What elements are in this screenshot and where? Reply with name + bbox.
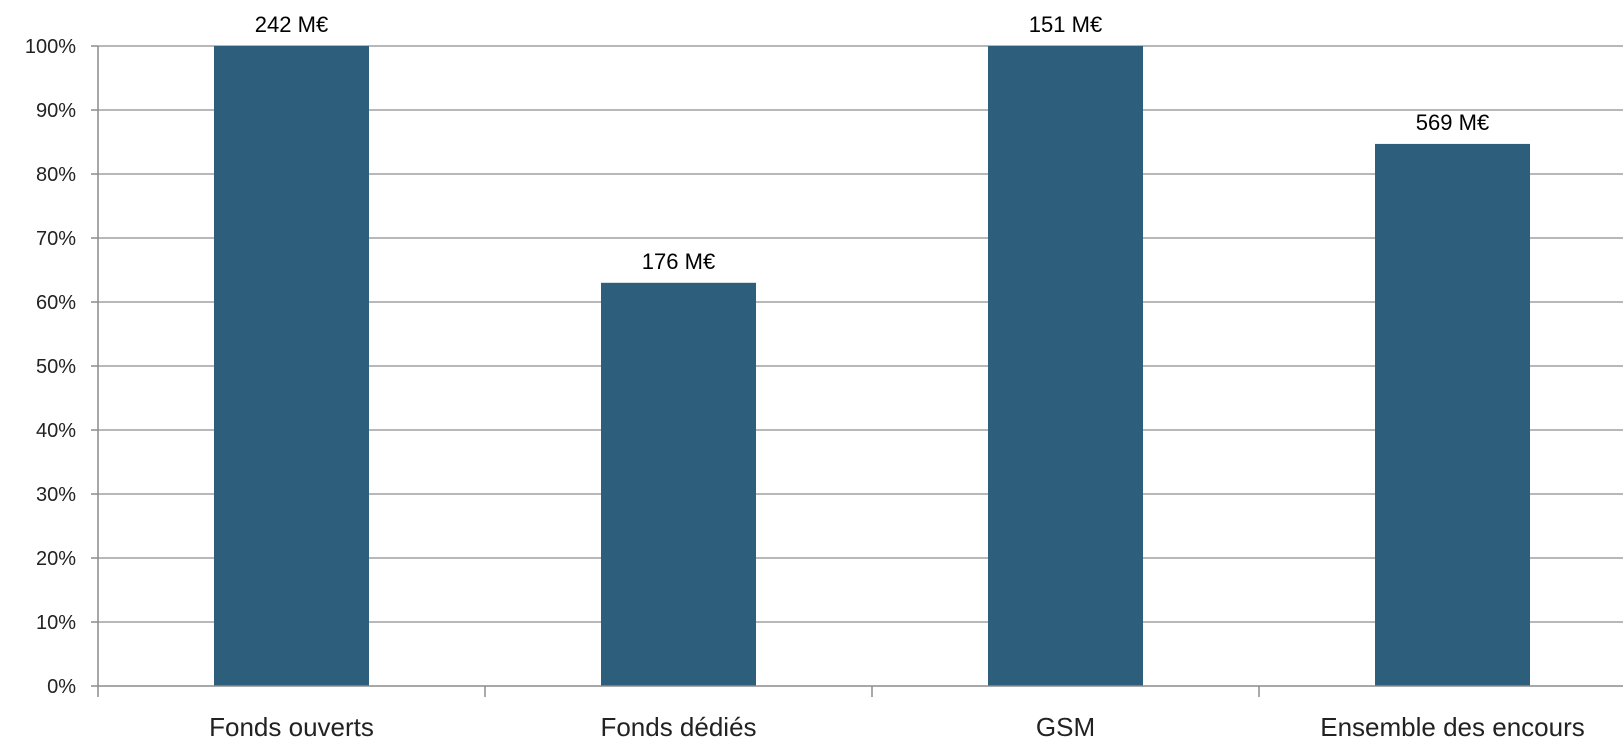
y-tick-label: 100% — [25, 36, 76, 58]
bar — [1375, 143, 1530, 687]
category-label: Fonds dédiés — [600, 712, 756, 740]
category-label: GSM — [1036, 712, 1095, 740]
category-label: Ensemble des encours — [1320, 712, 1584, 740]
y-tick-label: 0% — [47, 676, 76, 698]
y-tick-label: 40% — [36, 420, 76, 442]
data-label: 176 M€ — [642, 249, 715, 274]
data-labels: 242 M€ 176 M€ 151 M€ 569 M€ — [255, 12, 1489, 274]
y-tick-label: 20% — [36, 548, 76, 570]
y-tick-label: 80% — [36, 164, 76, 186]
bars — [214, 46, 1530, 687]
y-tick-label: 10% — [36, 612, 76, 634]
bar — [214, 46, 369, 686]
x-axis-category-labels: Fonds ouverts Fonds dédiés GSM Ensemble des… — [209, 712, 1585, 740]
data-label: 151 M€ — [1029, 12, 1102, 37]
category-label: Fonds ouverts — [209, 712, 374, 740]
y-tick-label: 60% — [36, 292, 76, 314]
y-axis-tick-labels: 0% 10% 20% 30% 40% 50% 60% 70% 80% 90% 100% — [25, 36, 76, 698]
y-tick-label: 90% — [36, 100, 76, 122]
axes — [91, 45, 1623, 697]
bar — [988, 46, 1143, 686]
data-label: 242 M€ — [255, 12, 328, 37]
bar — [601, 282, 756, 686]
y-tick-label: 50% — [36, 356, 76, 378]
y-tick-label: 30% — [36, 484, 76, 506]
data-label: 569 M€ — [1416, 110, 1489, 135]
y-tick-label: 70% — [36, 228, 76, 250]
